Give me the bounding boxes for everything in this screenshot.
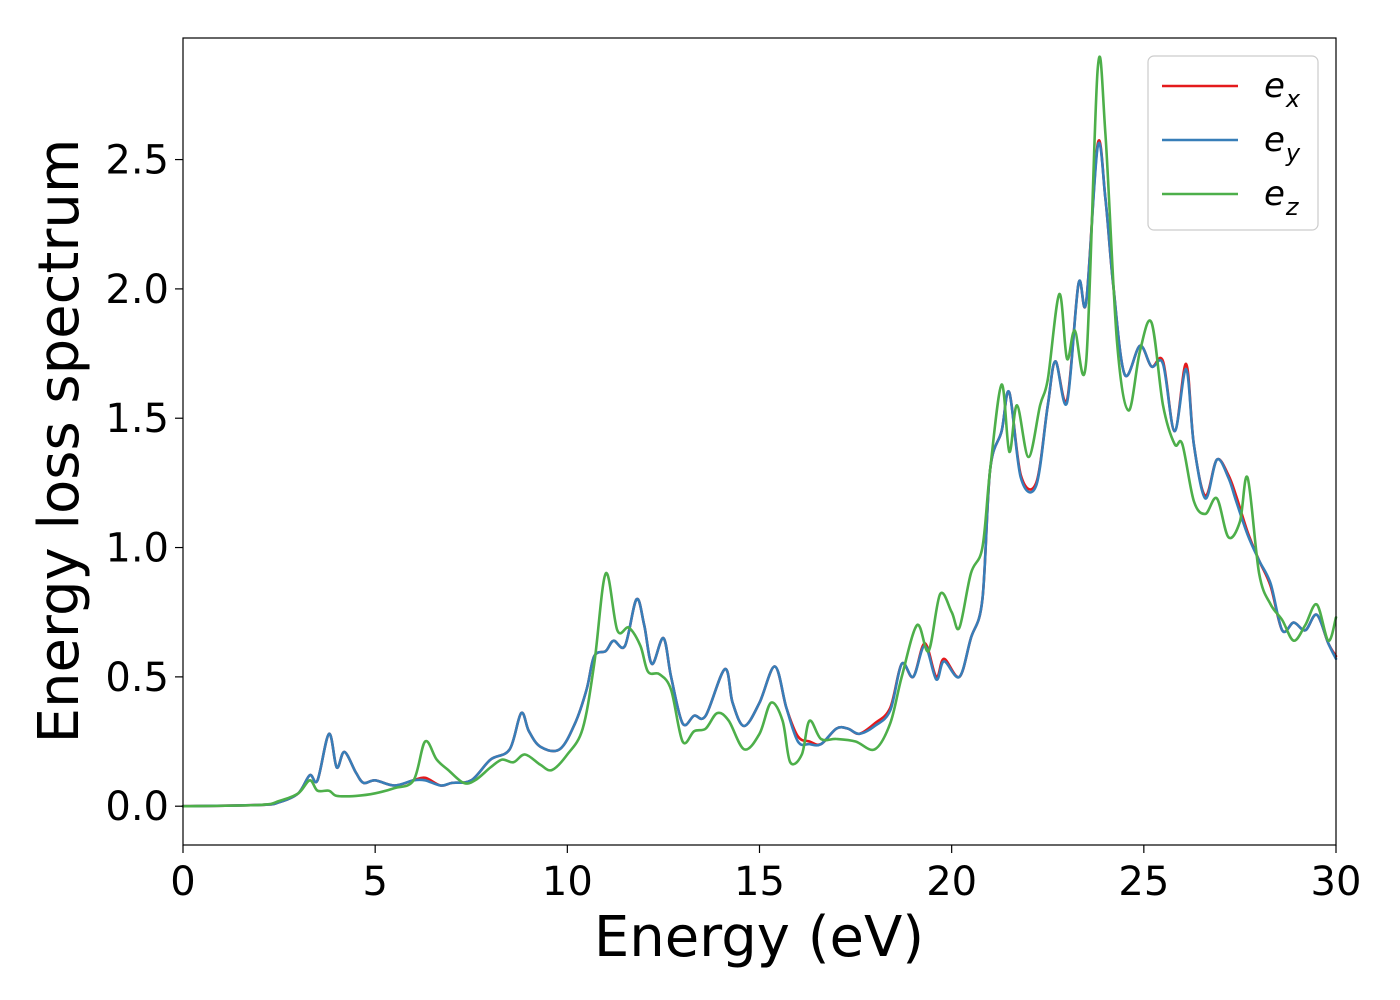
x-axis: 0 5 10 15 20 25 30 [170,845,1361,905]
y-tick-label: 1.0 [105,526,169,572]
y-axis-title: Energy loss spectrum [27,139,92,744]
y-tick-label: 1.5 [105,396,169,442]
series-line-z [181,55,1338,808]
y-axis: 0.0 0.5 1.0 1.5 2.0 2.5 [105,138,183,830]
x-tick-label: 30 [1311,859,1362,905]
x-axis-title: Energy (eV) [594,905,924,970]
x-tick-label: 10 [542,859,593,905]
x-tick-label: 25 [1118,859,1169,905]
legend-box [1147,55,1319,231]
series-line-x [181,139,1338,808]
series-layer [181,55,1338,808]
y-tick-label: 2.0 [105,267,169,313]
x-tick-label: 0 [170,859,195,905]
y-tick-label: 0.0 [105,784,169,830]
x-tick-label: 20 [926,859,977,905]
series-line-y [181,141,1338,808]
y-tick-label: 2.5 [105,138,169,184]
y-tick-label: 0.5 [105,655,169,701]
x-tick-label: 5 [362,859,387,905]
x-tick-label: 15 [734,859,785,905]
